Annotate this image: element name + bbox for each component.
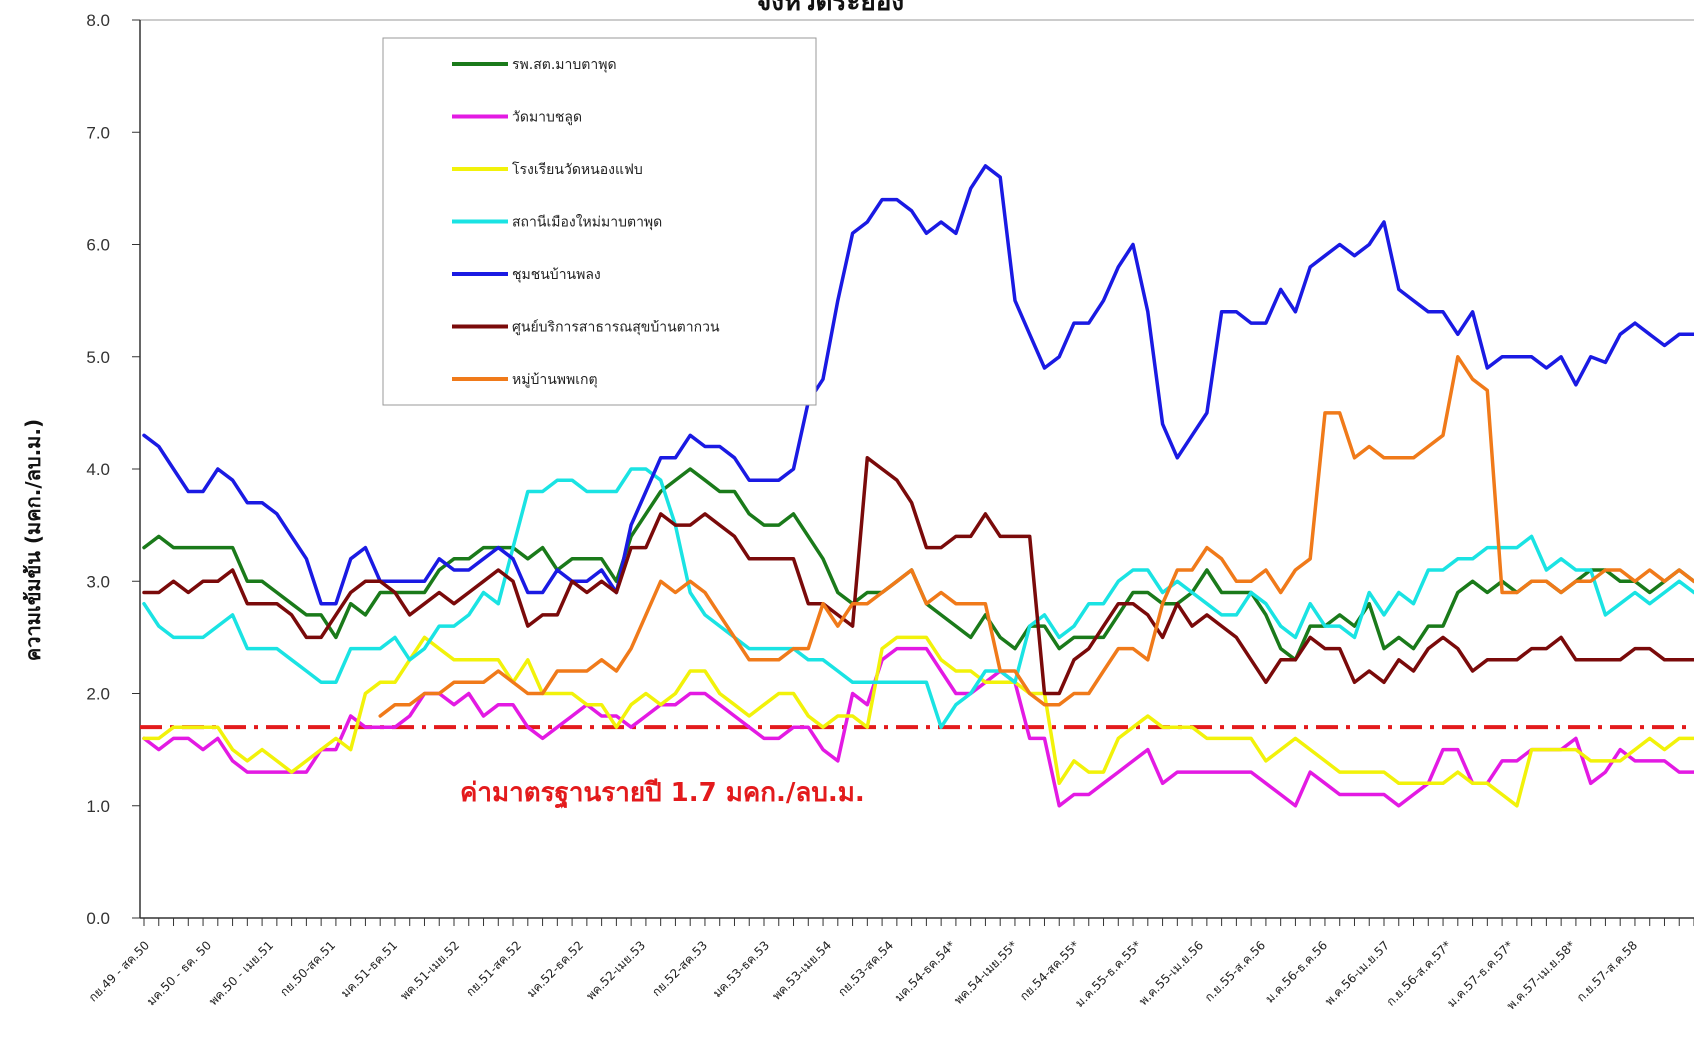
series-line-4 <box>142 467 1694 729</box>
chart-title: จังหวัดระยอง <box>756 0 904 17</box>
series-line-5 <box>142 164 1694 606</box>
y-tick-label: 3.0 <box>86 572 110 591</box>
y-tick-label: 6.0 <box>86 236 110 255</box>
series-line-3 <box>142 635 1694 808</box>
legend-entry: สถานีเมืองใหม่มาบตาพุด <box>512 214 662 231</box>
legend-entry: รพ.สต.มาบตาพุด <box>512 57 617 73</box>
series-line-2 <box>142 646 1694 808</box>
standard-line-group: ค่ามาตรฐานรายปี 1.7 มคก./ลบ.ม. <box>140 725 1694 810</box>
series-line-6 <box>142 456 1694 696</box>
legend: รพ.สต.มาบตาพุดวัดมาบชลูดโรงเรียนวัดหนองแ… <box>382 37 817 406</box>
series-line-7 <box>378 355 1694 718</box>
y-tick-label: 7.0 <box>86 123 110 142</box>
standard-line-label: ค่ามาตรฐานรายปี 1.7 มคก./ลบ.ม. <box>460 778 865 810</box>
legend-entry: วัดมาบชลูด <box>512 110 582 126</box>
y-tick-label: 4.0 <box>86 460 110 479</box>
y-axis-label: ความเข้มข้น (มคก./ลบ.ม.) <box>21 419 45 661</box>
y-tick-label: 0.0 <box>86 909 110 928</box>
y-tick-label: 5.0 <box>86 348 110 367</box>
series-lines <box>142 164 1694 808</box>
legend-entry: หมู่บ้านพพเกตุ <box>512 372 598 388</box>
legend-entry: โรงเรียนวัดหนองแฟบ <box>512 161 643 178</box>
y-tick-label: 2.0 <box>86 685 110 704</box>
y-axis-label-group: ความเข้มข้น (มคก./ลบ.ม.) <box>21 419 45 661</box>
legend-entry: ศูนย์บริการสาธารณสุขบ้านตากวน <box>512 319 720 336</box>
legend-entry: ชุมชนบ้านพลง <box>512 267 601 283</box>
y-tick-label: 1.0 <box>86 797 110 816</box>
y-tick-label: 8.0 <box>86 11 110 30</box>
